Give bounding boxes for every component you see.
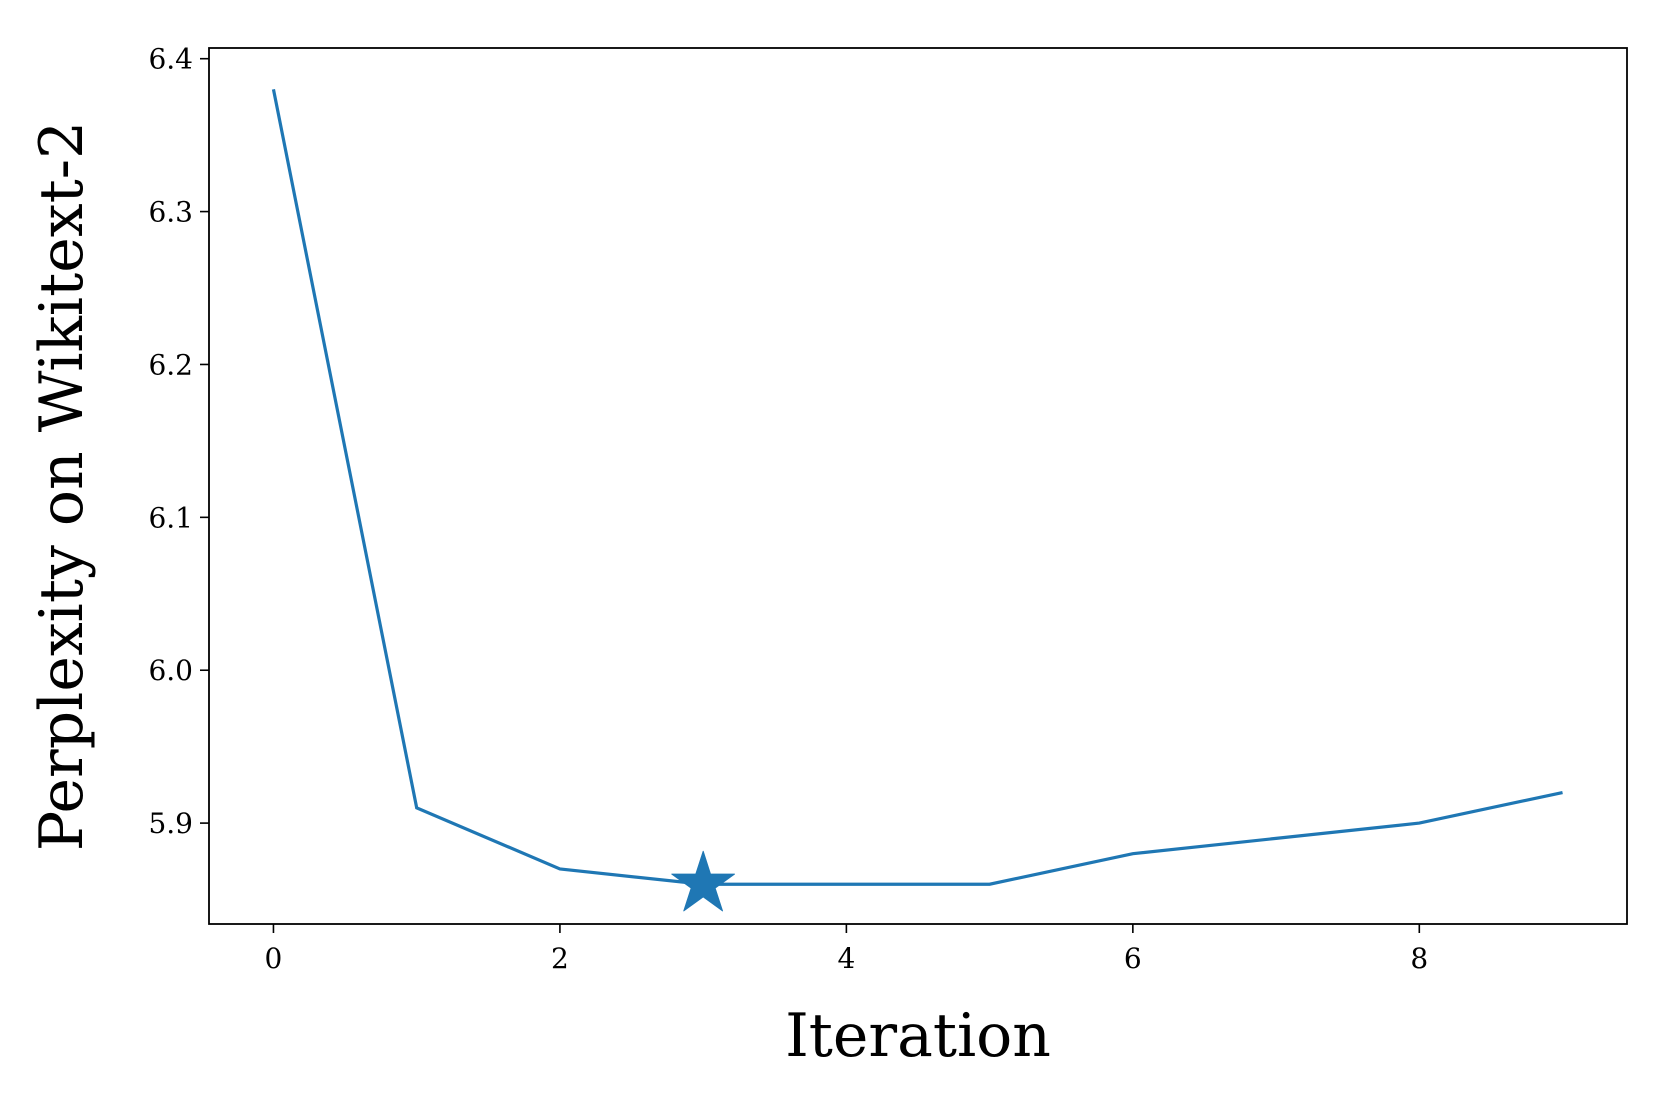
x-tick-label: 4 xyxy=(837,942,855,975)
x-axis-label: Iteration xyxy=(785,1001,1051,1071)
x-tick-label: 6 xyxy=(1124,942,1142,975)
line xyxy=(271,88,1563,886)
x-tick-label: 0 xyxy=(265,942,283,975)
y-tick-label: 6.1 xyxy=(148,501,193,534)
y-tick-label: 6.0 xyxy=(148,654,193,687)
highlight-marker xyxy=(671,850,735,912)
x-tick-label: 2 xyxy=(551,942,569,975)
plot-frame xyxy=(208,47,1628,925)
y-tick-label: 6.4 xyxy=(148,43,193,76)
x-tick-label: 8 xyxy=(1410,942,1428,975)
y-tick-label: 5.9 xyxy=(148,807,193,840)
y-tick-label: 6.2 xyxy=(148,348,193,381)
y-axis-label: Perplexity on Wikitext-2 xyxy=(27,121,97,851)
y-tick-label: 6.3 xyxy=(148,196,193,229)
